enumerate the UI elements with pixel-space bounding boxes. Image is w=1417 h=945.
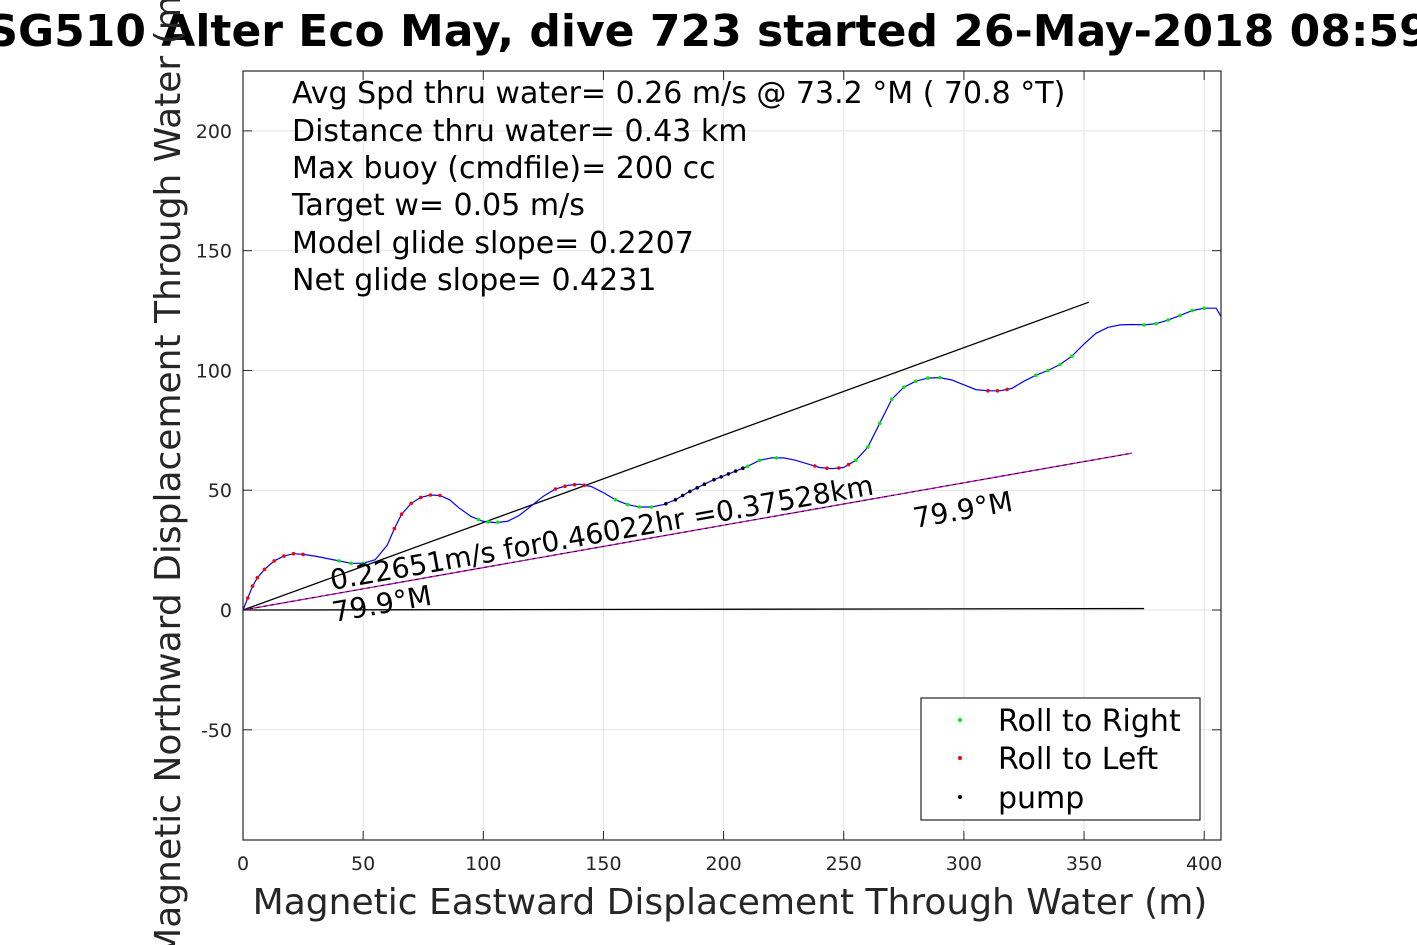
marker-roll-to-right xyxy=(1166,318,1170,322)
chart-title: SG510 Alter Eco May, dive 723 started 26… xyxy=(0,6,1417,57)
legend: Roll to Right Roll to Left pump xyxy=(921,698,1200,820)
marker-roll-to-right xyxy=(758,459,762,463)
marker-roll-to-left xyxy=(837,466,841,470)
legend-marker-pump xyxy=(958,795,962,799)
marker-roll-to-right xyxy=(496,521,500,525)
legend-marker-roll-left xyxy=(958,756,962,760)
marker-roll-to-right xyxy=(1034,373,1038,377)
marker-roll-to-left xyxy=(582,483,586,487)
marker-roll-to-right xyxy=(890,397,894,401)
marker-roll-to-left xyxy=(825,466,829,470)
marker-roll-to-left xyxy=(272,559,276,563)
chart: SG510 Alter Eco May, dive 723 started 26… xyxy=(0,0,1417,945)
marker-roll-to-left xyxy=(429,493,433,497)
marker-roll-to-right xyxy=(926,376,930,380)
marker-roll-to-right xyxy=(1202,306,1206,310)
marker-roll-to-right xyxy=(1142,323,1146,327)
marker-roll-to-right xyxy=(914,379,918,383)
marker-roll-to-right xyxy=(626,503,630,507)
marker-pump xyxy=(741,466,745,470)
stat-distance: Distance thru water= 0.43 km xyxy=(292,114,747,149)
marker-pump xyxy=(712,478,716,482)
y-tick-label: 100 xyxy=(196,360,232,382)
marker-roll-to-left xyxy=(813,464,817,468)
marker-pump xyxy=(719,475,723,479)
marker-pump xyxy=(681,494,685,498)
marker-pump xyxy=(734,469,738,473)
marker-roll-to-right xyxy=(854,459,858,463)
stats-block: Avg Spd thru water= 0.26 m/s @ 73.2 °M (… xyxy=(291,76,1065,298)
marker-roll-to-left xyxy=(246,596,250,600)
y-tick-label: 200 xyxy=(196,121,232,143)
x-tick-label: 0 xyxy=(237,853,249,875)
marker-roll-to-right xyxy=(746,465,750,469)
heading-annotation-far: 79.9°M xyxy=(910,485,1015,535)
marker-roll-to-left xyxy=(400,512,404,516)
marker-pump xyxy=(674,498,678,502)
marker-roll-to-left xyxy=(996,389,1000,393)
stat-model-glide: Model glide slope= 0.2207 xyxy=(292,226,694,261)
marker-pump xyxy=(695,486,699,490)
marker-roll-to-left xyxy=(251,584,255,588)
marker-roll-to-left xyxy=(419,496,423,500)
marker-roll-to-left xyxy=(847,463,851,467)
marker-roll-to-right xyxy=(1070,354,1074,358)
stat-max-buoy: Max buoy (cmdfile)= 200 cc xyxy=(292,151,716,186)
legend-label-pump: pump xyxy=(998,781,1084,816)
y-tick-label: 50 xyxy=(208,480,232,502)
marker-roll-to-right xyxy=(614,498,618,502)
legend-label-roll-left: Roll to Left xyxy=(998,742,1158,777)
x-tick-label: 200 xyxy=(705,853,741,875)
marker-roll-to-left xyxy=(256,576,260,580)
marker-roll-to-left xyxy=(301,553,305,557)
x-tick-label: 300 xyxy=(946,853,982,875)
stat-target-w: Target w= 0.05 m/s xyxy=(291,188,585,223)
marker-roll-to-right xyxy=(1058,363,1062,367)
marker-roll-to-right xyxy=(477,518,481,522)
marker-roll-to-right xyxy=(866,445,870,449)
y-axis-label: Magnetic Northward Displacement Through … xyxy=(148,0,189,945)
marker-roll-to-left xyxy=(393,527,397,531)
marker-roll-to-right xyxy=(775,456,779,460)
x-tick-label: 400 xyxy=(1186,853,1222,875)
speed-annotation: 0.22651m/s for0.46022hr =0.37528km xyxy=(327,469,876,597)
marker-roll-to-right xyxy=(1154,322,1158,326)
x-tick-label: 150 xyxy=(585,853,621,875)
x-axis-label: Magnetic Eastward Displacement Through W… xyxy=(253,882,1208,923)
marker-roll-to-left xyxy=(563,484,567,488)
marker-roll-to-left xyxy=(986,389,990,393)
legend-label-roll-right: Roll to Right xyxy=(998,704,1181,739)
marker-roll-to-right xyxy=(1046,369,1050,373)
marker-roll-to-right xyxy=(902,385,906,389)
marker-roll-to-right xyxy=(1178,314,1182,318)
marker-roll-to-left xyxy=(282,554,286,558)
marker-roll-to-right xyxy=(878,421,882,425)
marker-roll-to-left xyxy=(263,568,267,572)
marker-pump xyxy=(703,482,707,486)
x-tick-label: 350 xyxy=(1066,853,1102,875)
marker-roll-to-left xyxy=(292,552,296,556)
marker-pump xyxy=(727,472,731,476)
marker-roll-to-left xyxy=(409,502,413,506)
stat-net-glide: Net glide slope= 0.4231 xyxy=(292,263,656,298)
y-tick-label: 0 xyxy=(220,600,232,622)
y-tick-label: -50 xyxy=(201,720,232,742)
y-tick-label: 150 xyxy=(196,241,232,263)
marker-roll-to-right xyxy=(1190,309,1194,313)
marker-roll-to-left xyxy=(573,483,577,487)
marker-pump xyxy=(688,490,692,494)
stat-avg-speed: Avg Spd thru water= 0.26 m/s @ 73.2 °M (… xyxy=(292,76,1065,111)
marker-roll-to-right xyxy=(938,376,942,380)
legend-marker-roll-right xyxy=(958,718,962,722)
x-tick-label: 250 xyxy=(826,853,862,875)
x-tick-label: 50 xyxy=(351,853,375,875)
marker-roll-to-right xyxy=(486,520,490,524)
marker-roll-to-left xyxy=(438,494,442,498)
x-tick-label: 100 xyxy=(465,853,501,875)
marker-roll-to-left xyxy=(1005,388,1009,392)
marker-roll-to-left xyxy=(554,487,558,491)
